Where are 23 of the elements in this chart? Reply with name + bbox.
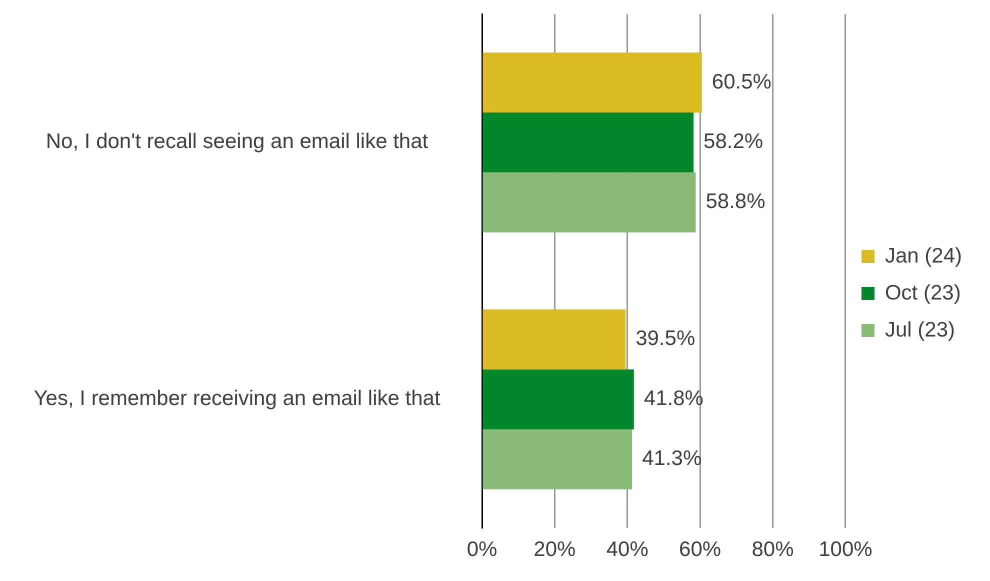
data-label: 58.2% <box>704 130 764 154</box>
x-tick-label: 0% <box>466 538 498 562</box>
bar <box>482 112 694 172</box>
bar <box>482 429 632 490</box>
data-label: 41.3% <box>642 447 702 470</box>
x-tick-label: 80% <box>752 538 794 562</box>
y-tick-label: Yes, I remember receiving an email like that <box>34 387 440 410</box>
data-label: 58.8% <box>706 190 766 214</box>
bar <box>482 52 702 112</box>
legend-label: Oct (23) <box>884 281 961 304</box>
data-label: 60.5% <box>712 70 772 94</box>
bar <box>482 369 634 430</box>
legend-label: Jul (23) <box>884 318 955 342</box>
data-label: 39.5% <box>636 327 696 350</box>
data-label: 41.8% <box>644 387 704 410</box>
x-tick-label: 40% <box>606 538 648 562</box>
x-tick-label: 20% <box>534 538 576 562</box>
bar <box>482 172 696 232</box>
x-tick-label: 60% <box>679 538 722 562</box>
bar <box>482 309 626 370</box>
x-tick-label: 100% <box>818 538 872 562</box>
y-tick-label: No, I don't recall seeing an email like that <box>46 130 428 154</box>
legend-label: Jan (24) <box>884 244 962 268</box>
